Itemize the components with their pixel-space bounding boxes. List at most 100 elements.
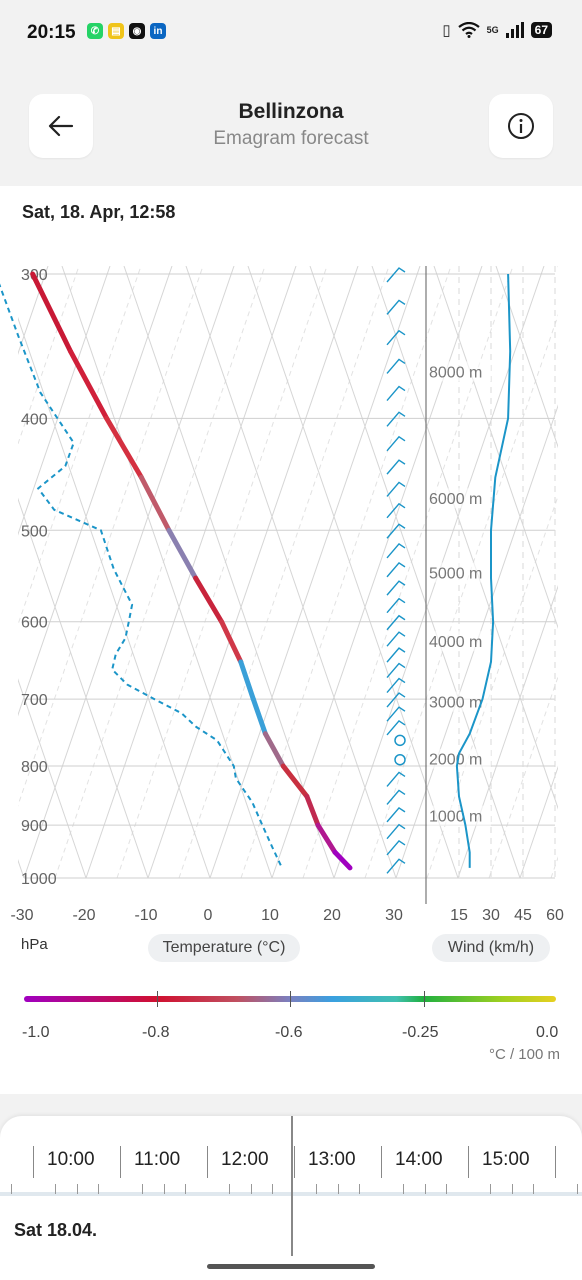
adiabat-line — [185, 266, 397, 879]
wind-barb — [386, 631, 406, 647]
altitude-label: 8000 m — [429, 364, 482, 381]
wind-barb — [386, 789, 406, 805]
timeline-minor-tick — [359, 1184, 361, 1194]
temperature-line-segment — [238, 659, 256, 702]
wind-barb — [386, 597, 406, 614]
timeline-hour-label[interactable]: 15:00 — [482, 1149, 530, 1170]
temperature-line-segment — [315, 822, 338, 855]
timeline-minor-tick — [533, 1184, 535, 1194]
temperature-line-segment — [30, 271, 73, 354]
timeline-minor-tick — [98, 1184, 100, 1194]
altitude-label: 3000 m — [429, 695, 482, 712]
wind-barb — [386, 299, 406, 315]
info-button[interactable] — [489, 94, 553, 158]
wind-barb — [386, 720, 406, 736]
temperature-line-segment — [219, 619, 244, 665]
wind-tick-label: 15 — [450, 907, 468, 924]
adiabat-line — [309, 266, 521, 879]
altitude-label: 4000 m — [429, 634, 482, 651]
timeline-hour-tick — [381, 1146, 382, 1178]
temperature-line-segment — [332, 849, 353, 871]
isotherm-line — [18, 266, 173, 717]
timeline-minor-tick — [511, 1184, 513, 1194]
adiabat-line — [247, 266, 459, 879]
timeline-minor-tick — [250, 1184, 252, 1194]
home-indicator[interactable] — [207, 1264, 375, 1269]
timeline-hour-label[interactable]: 10:00 — [47, 1149, 95, 1170]
temperature-tick-label: 0 — [204, 907, 213, 924]
y-unit-label: hPa — [21, 936, 48, 953]
emagram-chart[interactable]: 3004005006007008009001000-30-20-10010203… — [0, 186, 582, 926]
pressure-tick-label: 400 — [21, 411, 48, 428]
timeline-hour-tick — [33, 1146, 34, 1178]
timeline-hour-tick — [294, 1146, 295, 1178]
wind-barb — [386, 580, 406, 596]
legend-label: -1.0 — [22, 1024, 50, 1041]
signal-icon — [505, 22, 524, 38]
timeline-hour-label[interactable]: 12:00 — [221, 1149, 269, 1170]
timeline-hour-label[interactable]: 11:00 — [134, 1149, 181, 1170]
wind-barb — [386, 771, 406, 787]
legend-unit: °C / 100 m — [488, 1046, 560, 1063]
pressure-tick-label: 500 — [21, 523, 48, 540]
isotherm-line — [147, 266, 359, 879]
wind-axis-label: Wind (km/h) — [432, 934, 550, 962]
legend-tick — [424, 991, 425, 1007]
wind-barb — [386, 823, 406, 840]
legend-label: 0.0 — [536, 1024, 559, 1041]
temperature-tick-label: 10 — [261, 907, 279, 924]
timeline-day-label: Sat 18.04. — [14, 1220, 98, 1240]
temperature-line-segment — [280, 763, 310, 799]
timeline-hour-label[interactable]: 14:00 — [395, 1149, 443, 1170]
message-icon: ◉ — [129, 23, 145, 39]
time-cursor[interactable] — [291, 1116, 293, 1256]
pressure-tick-label: 600 — [21, 615, 48, 632]
legend-label: -0.6 — [275, 1024, 303, 1041]
whatsapp-icon: ✆ — [87, 23, 103, 39]
wind-barb — [386, 614, 406, 631]
adiabat-line — [18, 858, 25, 879]
altitude-label: 6000 m — [429, 491, 482, 508]
wind-barb — [386, 358, 406, 374]
timeline-minor-tick — [337, 1184, 339, 1194]
wind-calm-marker — [394, 753, 406, 766]
pressure-tick-label: 1000 — [21, 871, 57, 888]
temperature-line-segment — [262, 731, 286, 769]
back-button[interactable] — [29, 94, 93, 158]
wind-barb — [386, 647, 406, 663]
pressure-tick-label: 900 — [21, 818, 48, 835]
altitude-label: 5000 m — [429, 566, 482, 583]
wind-barb — [386, 706, 406, 722]
wind-barb — [386, 329, 406, 346]
battery-icon: 67 — [530, 22, 552, 38]
temperature-line-segment — [193, 575, 225, 625]
isotherm-line — [395, 404, 558, 879]
emagram-panel: Sat, 18. Apr, 12:58 30040050060070080090… — [0, 186, 582, 1094]
wind-calm-marker — [394, 734, 406, 747]
timeline-hour-tick — [555, 1146, 556, 1178]
timeline-minor-tick — [228, 1184, 230, 1194]
isotherm-line — [209, 266, 421, 879]
time-scrubber[interactable]: Sat 18.04. 10:00 11:00 12:00 13:00 14:00 15:0… — [0, 1116, 582, 1280]
adiabat-line — [18, 316, 211, 879]
status-bar: 20:15 ✆ ▤ ◉ in ▯ 5G 67 — [0, 0, 582, 62]
wind-barb — [386, 662, 406, 679]
wifi-icon — [457, 22, 480, 38]
page-subtitle: Emagram forecast — [213, 128, 369, 149]
timeline-minor-tick — [424, 1184, 426, 1194]
legend-label: -0.8 — [142, 1024, 170, 1041]
vibrate-icon: ▯ — [442, 22, 451, 39]
mixing-ratio-line — [488, 675, 558, 879]
timeline-minor-tick — [272, 1184, 274, 1194]
timeline-minor-tick — [446, 1184, 448, 1194]
temperature-line-segment — [67, 348, 110, 421]
temperature-tick-label: 30 — [385, 907, 403, 924]
app-header: Bellinzona Emagram forecast — [0, 62, 582, 186]
altitude-label-bg — [427, 691, 491, 712]
mixing-ratio-line — [178, 266, 390, 879]
timeline-hour-label[interactable]: 13:00 — [308, 1149, 356, 1170]
wind-barb — [386, 858, 406, 874]
dewpoint-line — [0, 283, 283, 869]
adiabat-line — [18, 497, 149, 879]
notification-icons: ✆ ▤ ◉ in — [87, 23, 166, 39]
